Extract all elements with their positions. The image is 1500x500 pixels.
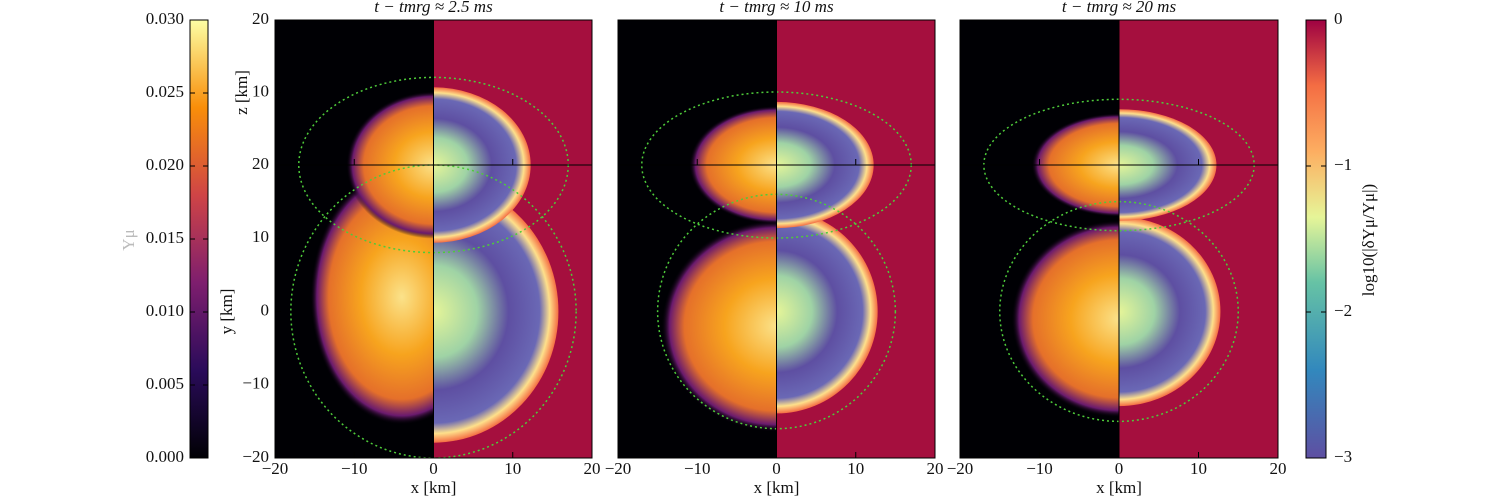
colorbar-tick-label: 0 (1334, 9, 1343, 28)
y-tick-label: 10 (252, 227, 269, 246)
x-axis-label: x [km] (754, 478, 800, 497)
x-axis-label: x [km] (1096, 478, 1142, 497)
panel (960, 20, 1278, 458)
panel-title: t − tmrg ≈ 10 ms (719, 0, 834, 16)
density-blob (661, 220, 777, 433)
colorbar-tick-label: −1 (1334, 155, 1352, 174)
x-tick-label: 20 (927, 459, 944, 478)
colorbar-tick-label: 0.000 (146, 447, 184, 466)
y-tick-label: −20 (242, 447, 269, 466)
y-tick-label: 0 (261, 300, 270, 319)
x-tick-label: −20 (262, 459, 289, 478)
panel (618, 20, 935, 458)
x-tick-label: −10 (684, 459, 711, 478)
colorbar-tick-label: 0.025 (146, 82, 184, 101)
x-tick-label: 0 (772, 459, 781, 478)
x-tick-label: 0 (429, 459, 438, 478)
y-tick-label: 20 (252, 154, 269, 173)
x-tick-label: −20 (605, 459, 632, 478)
panel (275, 20, 592, 458)
rel-blob (776, 209, 878, 414)
colorbar (1305, 19, 1327, 459)
colorbar-tick-label: 0.015 (146, 228, 184, 247)
panel-title: t − tmrg ≈ 20 ms (1062, 0, 1177, 16)
x-tick-label: −20 (947, 459, 974, 478)
x-tick-label: −10 (1026, 459, 1053, 478)
colorbar-tick-label: 0.030 (146, 9, 184, 28)
x-tick-label: 10 (504, 459, 521, 478)
z-tick-label: 10 (252, 81, 269, 100)
x-tick-label: −10 (341, 459, 368, 478)
z-axis-label: z [km] (232, 70, 251, 115)
panel-title: t − tmrg ≈ 2.5 ms (374, 0, 493, 16)
colorbar-tick-label: 0.005 (146, 374, 184, 393)
left-half (1011, 220, 1119, 418)
right-half (1119, 216, 1221, 407)
y-tick-label: −10 (242, 374, 269, 393)
right-half (433, 180, 559, 443)
colorbar-tick-label: −3 (1334, 447, 1352, 466)
left-half (661, 220, 777, 433)
colorbar-label: log10(|δYμ/Yμ|) (1359, 184, 1378, 296)
z-tick-label: 20 (252, 9, 269, 28)
contour (999, 200, 1239, 423)
right-half (776, 209, 878, 414)
x-axis-label: x [km] (411, 478, 457, 497)
x-tick-label: 20 (1270, 459, 1287, 478)
y-axis-label: y [km] (217, 289, 236, 335)
colorbar-tick-label: 0.010 (146, 301, 184, 320)
x-tick-label: 20 (584, 459, 601, 478)
x-tick-label: 10 (1190, 459, 1207, 478)
x-tick-label: 10 (847, 459, 864, 478)
colorbar-label: Yμ (119, 229, 138, 250)
colorbar-tick-label: 0.020 (146, 155, 184, 174)
density-blob (1011, 220, 1119, 418)
rel-blob (433, 180, 559, 443)
x-tick-label: 0 (1115, 459, 1124, 478)
colorbar-tick-label: −2 (1334, 301, 1352, 320)
rel-blob (1119, 216, 1221, 407)
